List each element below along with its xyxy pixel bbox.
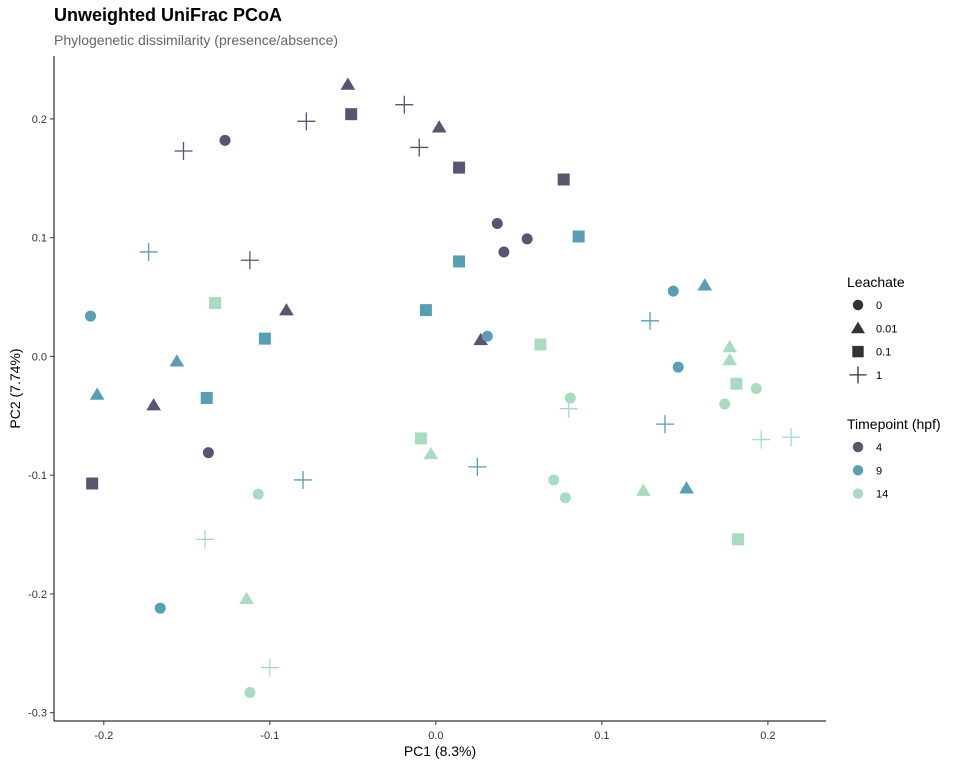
- x-tick-label: -0.2: [94, 730, 113, 742]
- data-point: [453, 255, 466, 268]
- y-tick-label: 0.2: [32, 114, 47, 126]
- data-point: [782, 428, 801, 447]
- data-point: [730, 377, 743, 390]
- legend-label: 1: [876, 370, 882, 382]
- chart-title: Unweighted UniFrac PCoA: [54, 5, 283, 25]
- data-point: [481, 330, 493, 342]
- data-point: [85, 310, 97, 322]
- data-point: [258, 332, 271, 345]
- data-point: [722, 353, 738, 366]
- data-point: [679, 481, 694, 494]
- data-point: [667, 285, 679, 297]
- data-point: [252, 488, 264, 500]
- x-axis-title: PC1 (8.3%): [404, 743, 476, 759]
- data-point: [431, 120, 447, 133]
- legend-key: [852, 465, 864, 476]
- legend-key: [852, 345, 864, 358]
- y-tick-label: 0.1: [32, 233, 47, 245]
- data-point: [641, 311, 660, 330]
- data-point: [89, 387, 105, 400]
- data-point: [752, 430, 771, 449]
- data-point: [410, 138, 429, 157]
- data-point: [557, 173, 570, 186]
- data-point: [294, 470, 313, 489]
- x-tick-label: -0.1: [260, 730, 279, 742]
- data-point: [196, 530, 215, 549]
- data-point: [244, 687, 256, 698]
- legend-label: 4: [876, 442, 882, 454]
- data-point: [719, 398, 731, 410]
- data-point: [279, 303, 294, 316]
- data-point: [209, 297, 222, 309]
- y-tick-label: -0.3: [28, 708, 47, 720]
- data-point: [521, 233, 533, 245]
- legend-label: 14: [876, 489, 888, 501]
- data-point: [655, 415, 674, 434]
- data-point: [468, 457, 487, 476]
- data-point: [260, 658, 279, 677]
- data-point: [202, 447, 214, 459]
- data-points: [85, 77, 801, 698]
- x-tick-label: 0.2: [760, 730, 775, 742]
- data-point: [395, 95, 414, 114]
- data-point: [345, 108, 358, 121]
- data-point: [750, 383, 762, 394]
- legend-label: 0.01: [876, 323, 897, 335]
- legend-key: [852, 488, 864, 499]
- y-axis-title: PC2 (7.74%): [7, 348, 23, 428]
- data-point: [139, 242, 158, 261]
- legend-title: Leachate: [847, 274, 905, 290]
- x-tick-label: 0.0: [428, 730, 443, 742]
- data-point: [534, 338, 547, 351]
- data-point: [672, 361, 684, 373]
- legend-key: [849, 366, 867, 384]
- data-point: [572, 230, 585, 243]
- y-tick-label: -0.2: [28, 589, 47, 601]
- data-point: [423, 446, 439, 460]
- data-point: [722, 339, 738, 353]
- chart-subtitle: Phylogenetic dissimilarity (presence/abs…: [54, 32, 339, 48]
- axes: -0.2 -0.1 0.0 0.1 0.2 -0.3 -0.2 -0.1 0.0 0.1 0.2 PC…: [7, 56, 826, 759]
- data-point: [340, 77, 356, 90]
- data-point: [498, 246, 510, 258]
- data-point: [86, 477, 99, 490]
- data-point: [473, 332, 489, 346]
- data-point: [453, 161, 466, 174]
- data-point: [240, 251, 259, 270]
- data-point: [419, 304, 432, 317]
- legend-label: 0.1: [876, 347, 891, 359]
- data-point: [636, 483, 651, 496]
- legend-title: Timepoint (hpf): [847, 416, 941, 432]
- data-point: [491, 217, 503, 229]
- data-point: [219, 134, 231, 146]
- data-point: [559, 492, 571, 504]
- data-point: [297, 112, 316, 131]
- data-point: [732, 533, 745, 546]
- data-point: [564, 392, 576, 404]
- legend-key: [852, 299, 864, 311]
- legend: Leachate 0 0.01 0.1 1 Timepoint (hpf) 4 9 14: [847, 274, 941, 501]
- x-tick-label: 0.1: [594, 730, 609, 742]
- legend-label: 0: [876, 300, 882, 312]
- data-point: [414, 432, 427, 445]
- legend-key: [851, 321, 865, 334]
- y-tick-label: -0.1: [28, 470, 47, 482]
- data-point: [697, 278, 713, 291]
- data-point: [559, 399, 578, 418]
- data-point: [200, 392, 213, 404]
- legend-label: 9: [876, 465, 882, 477]
- y-tick-label: 0.0: [32, 351, 47, 363]
- data-point: [548, 474, 560, 486]
- legend-key: [852, 441, 864, 453]
- data-point: [174, 142, 193, 160]
- data-point: [169, 354, 185, 367]
- data-point: [239, 591, 254, 604]
- data-point: [146, 398, 161, 411]
- data-point: [154, 602, 166, 614]
